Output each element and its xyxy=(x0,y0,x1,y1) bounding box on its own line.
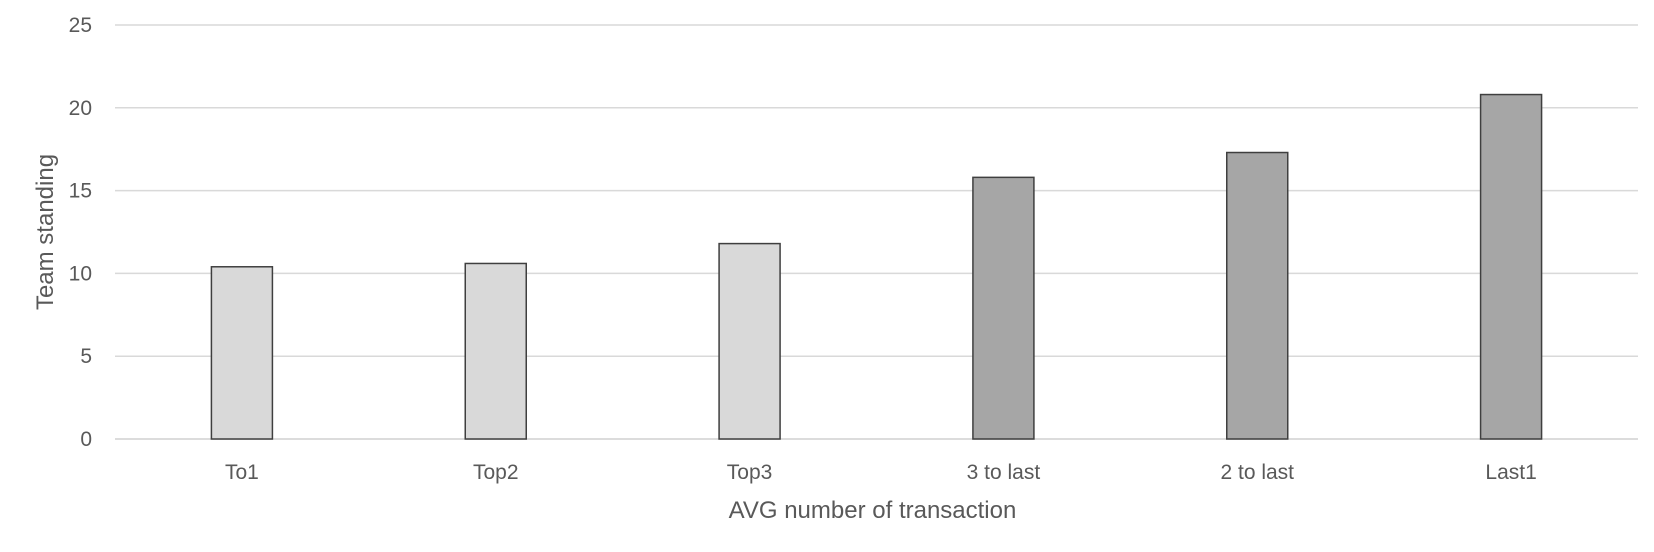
y-tick-label: 10 xyxy=(69,262,92,285)
bar xyxy=(211,267,272,439)
y-axis-ticks: 0 5 10 15 20 25 xyxy=(69,14,92,451)
x-tick-label: Top3 xyxy=(727,461,773,484)
bar xyxy=(1227,153,1288,439)
y-tick-label: 15 xyxy=(69,180,92,203)
y-tick-label: 20 xyxy=(69,97,92,120)
bar xyxy=(719,244,780,439)
x-axis-title: AVG number of transaction xyxy=(729,497,1017,524)
bar xyxy=(973,177,1034,439)
gridlines xyxy=(115,25,1638,439)
x-tick-label: 3 to last xyxy=(967,461,1041,484)
bar xyxy=(1481,95,1542,439)
bars xyxy=(211,95,1541,439)
x-tick-label: 2 to last xyxy=(1220,461,1294,484)
x-tick-label: To1 xyxy=(225,461,259,484)
y-tick-label: 0 xyxy=(80,428,92,451)
x-axis-ticks: To1 Top2 Top3 3 to last 2 to last Last1 xyxy=(225,461,1537,484)
x-tick-label: Last1 xyxy=(1485,461,1536,484)
bar xyxy=(465,263,526,439)
y-axis-title: Team standing xyxy=(32,154,59,310)
y-tick-label: 5 xyxy=(80,345,92,368)
x-tick-label: Top2 xyxy=(473,461,519,484)
y-tick-label: 25 xyxy=(69,14,92,37)
